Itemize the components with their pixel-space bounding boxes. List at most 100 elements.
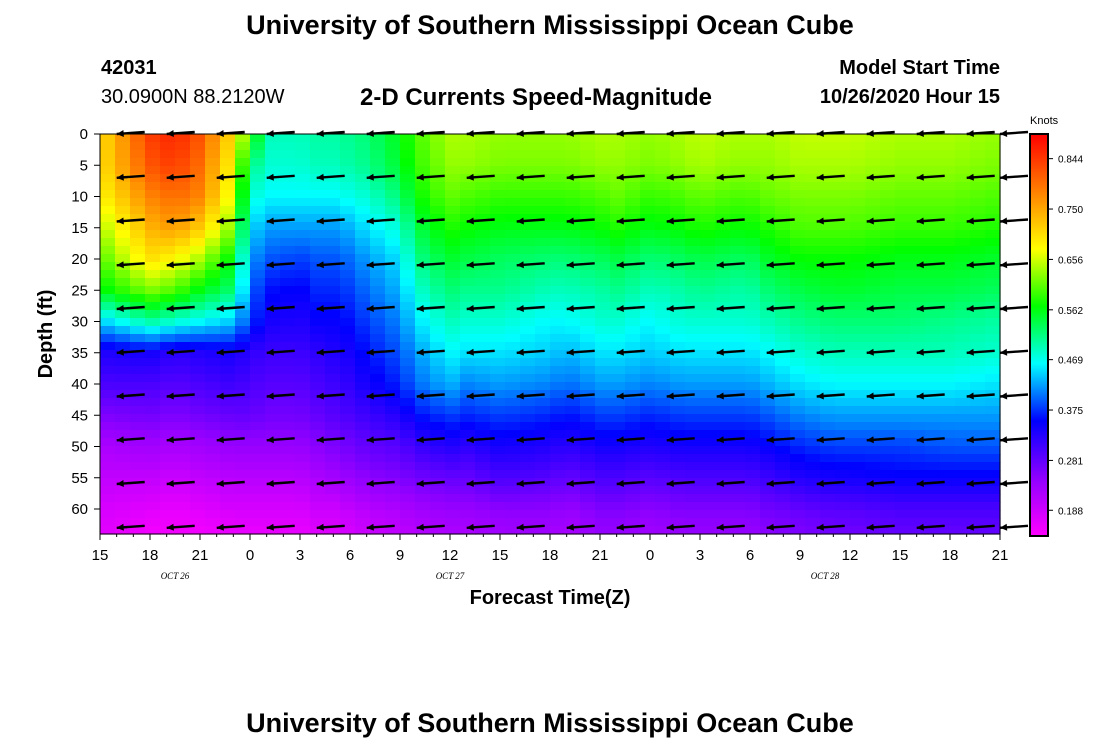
heatmap-cell	[100, 302, 116, 311]
heatmap-cell	[850, 270, 866, 279]
heatmap-cell	[625, 358, 641, 367]
heatmap-cell	[115, 238, 131, 247]
heatmap-cell	[760, 446, 776, 455]
heatmap-cell	[595, 198, 611, 207]
heatmap-cell	[205, 342, 221, 351]
heatmap-cell	[790, 246, 806, 255]
heatmap-cell	[190, 486, 206, 495]
heatmap-cell	[415, 414, 431, 423]
heatmap-cell	[970, 462, 986, 471]
heatmap-cell	[145, 262, 161, 271]
heatmap-cell	[625, 286, 641, 295]
heatmap-cell	[895, 350, 911, 359]
heatmap-cell	[190, 438, 206, 447]
heatmap-cell	[145, 214, 161, 223]
heatmap-cell	[580, 310, 596, 319]
heatmap-cell	[550, 318, 566, 327]
heatmap-cell	[400, 430, 416, 439]
heatmap-cell	[985, 214, 1001, 223]
heatmap-cell	[700, 422, 716, 431]
heatmap-cell	[850, 382, 866, 391]
heatmap-cell	[355, 462, 371, 471]
heatmap-cell	[460, 382, 476, 391]
heatmap-cell	[340, 518, 356, 527]
heatmap-cell	[580, 454, 596, 463]
heatmap-cell	[670, 382, 686, 391]
heatmap-cell	[385, 134, 401, 143]
heatmap-cell	[505, 134, 521, 143]
heatmap-cell	[685, 470, 701, 479]
heatmap-cell	[910, 182, 926, 191]
heatmap-cell	[325, 510, 341, 519]
heatmap-cell	[760, 238, 776, 247]
heatmap-cell	[295, 510, 311, 519]
heatmap-cell	[460, 398, 476, 407]
heatmap-cell	[370, 438, 386, 447]
heatmap-cell	[385, 166, 401, 175]
heatmap-cell	[340, 422, 356, 431]
heatmap-cell	[475, 254, 491, 263]
heatmap-cell	[730, 350, 746, 359]
heatmap-cell	[940, 158, 956, 167]
heatmap-cell	[205, 414, 221, 423]
heatmap-cell	[580, 150, 596, 159]
heatmap-cell	[850, 510, 866, 519]
heatmap-cell	[370, 254, 386, 263]
heatmap-cell	[490, 166, 506, 175]
heatmap-cell	[175, 454, 191, 463]
heatmap-cell	[820, 518, 836, 527]
heatmap-cell	[640, 270, 656, 279]
heatmap-cell	[115, 326, 131, 335]
heatmap-cell	[640, 486, 656, 495]
heatmap-cell	[700, 214, 716, 223]
heatmap-cell	[415, 358, 431, 367]
heatmap-cell	[640, 222, 656, 231]
heatmap-cell	[415, 182, 431, 191]
heatmap-cell	[640, 142, 656, 151]
heatmap-cell	[985, 454, 1001, 463]
heatmap-cell	[130, 398, 146, 407]
heatmap-cell	[910, 294, 926, 303]
heatmap-cell	[745, 158, 761, 167]
heatmap-cell	[910, 502, 926, 511]
heatmap-cell	[400, 526, 416, 535]
heatmap-cell	[310, 254, 326, 263]
heatmap-cell	[865, 486, 881, 495]
heatmap-cell	[760, 294, 776, 303]
heatmap-cell	[670, 486, 686, 495]
heatmap-cell	[670, 222, 686, 231]
heatmap-cell	[505, 334, 521, 343]
heatmap-cell	[100, 494, 116, 503]
heatmap-cell	[355, 182, 371, 191]
current-vector-head	[566, 436, 574, 444]
heatmap-cell	[940, 166, 956, 175]
heatmap-cell	[520, 158, 536, 167]
heatmap-cell	[460, 494, 476, 503]
heatmap-cell	[100, 398, 116, 407]
current-vector-head	[566, 261, 574, 269]
heatmap-cell	[820, 422, 836, 431]
heatmap-cell	[550, 462, 566, 471]
heatmap-cell	[475, 142, 491, 151]
heatmap-cell	[310, 374, 326, 383]
heatmap-cell	[100, 526, 116, 535]
heatmap-cell	[100, 502, 116, 511]
heatmap-cell	[580, 334, 596, 343]
heatmap-cell	[400, 286, 416, 295]
heatmap-cell	[235, 246, 251, 255]
heatmap-cell	[385, 462, 401, 471]
heatmap-cell	[970, 302, 986, 311]
heatmap-cell	[310, 182, 326, 191]
current-vector-head	[866, 173, 874, 181]
heatmap-cell	[490, 438, 506, 447]
heatmap-cell	[730, 222, 746, 231]
heatmap-cell	[400, 334, 416, 343]
heatmap-cell	[730, 182, 746, 191]
heatmap-cell	[520, 430, 536, 439]
heatmap-cell	[565, 182, 581, 191]
heatmap-cell	[205, 334, 221, 343]
heatmap-cell	[280, 494, 296, 503]
current-vector-head	[216, 305, 224, 312]
heatmap-cell	[355, 486, 371, 495]
